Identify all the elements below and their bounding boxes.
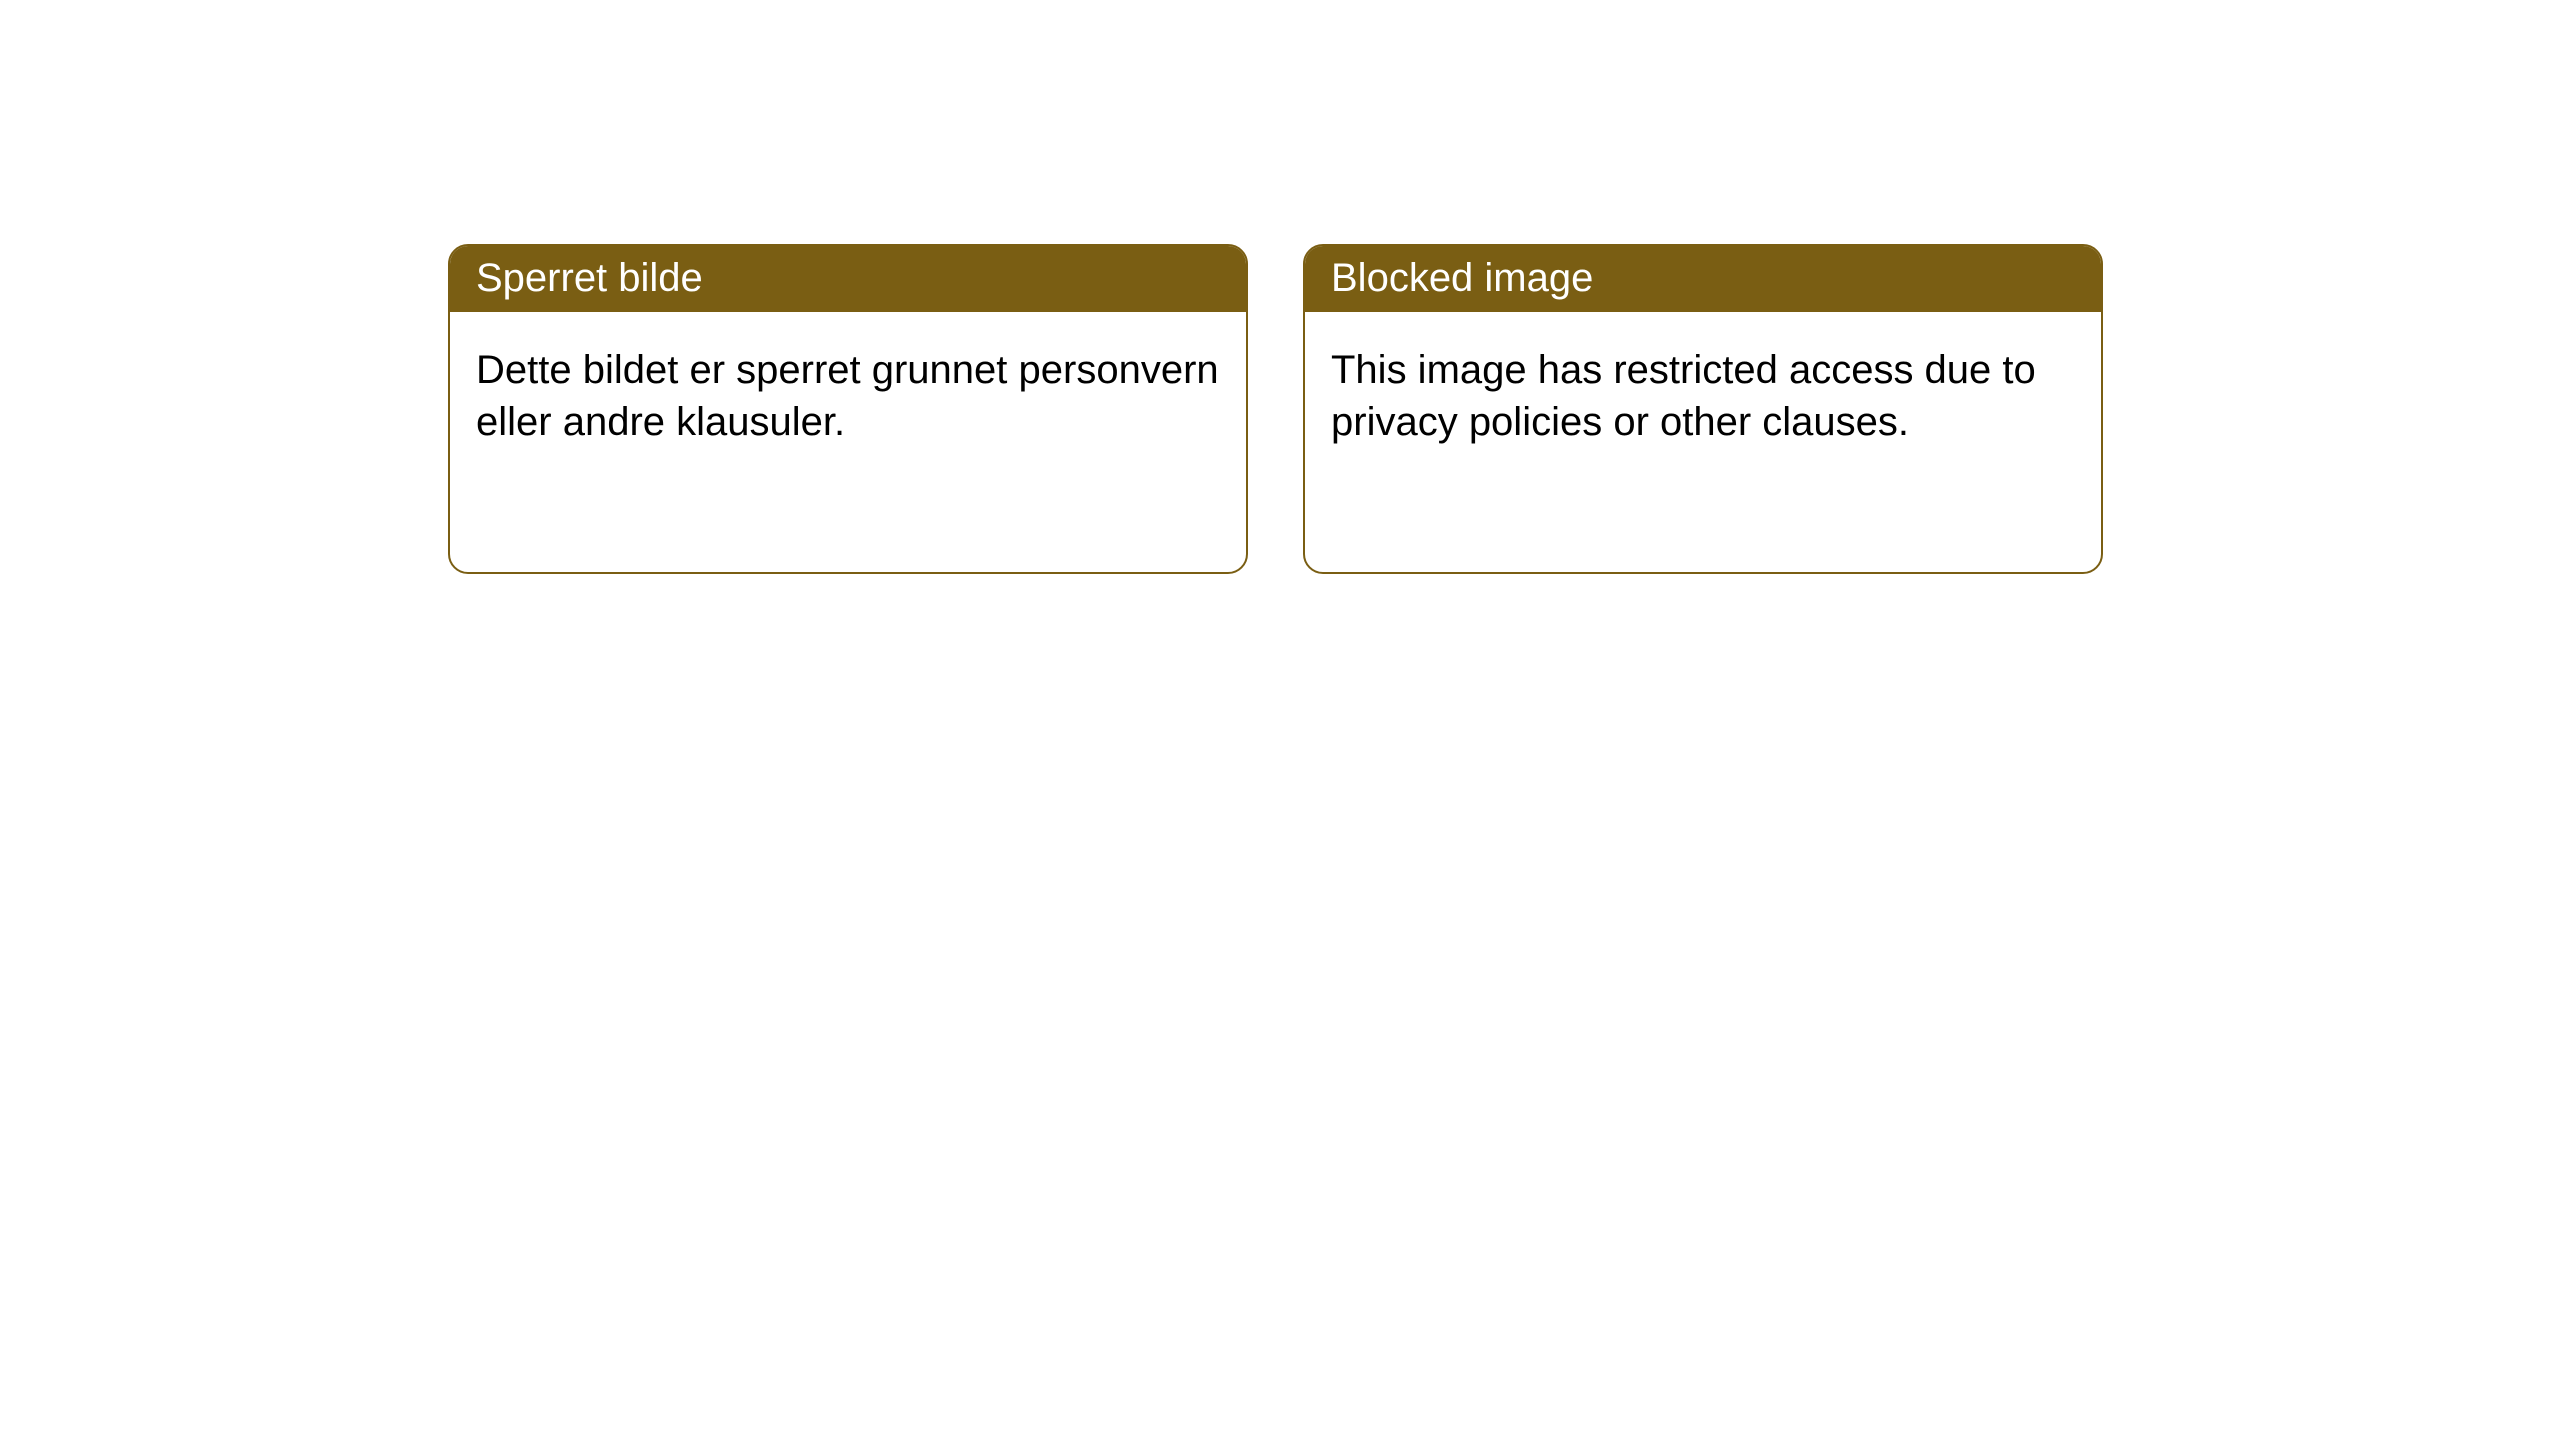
notice-title: Sperret bilde — [476, 256, 703, 300]
notice-card-english: Blocked image This image has restricted … — [1303, 244, 2103, 574]
notice-title: Blocked image — [1331, 256, 1593, 300]
notice-container: Sperret bilde Dette bildet er sperret gr… — [448, 244, 2103, 574]
notice-header: Blocked image — [1305, 246, 2101, 312]
notice-header: Sperret bilde — [450, 246, 1246, 312]
notice-body: This image has restricted access due to … — [1305, 312, 2101, 480]
notice-message: This image has restricted access due to … — [1331, 348, 2036, 444]
notice-card-norwegian: Sperret bilde Dette bildet er sperret gr… — [448, 244, 1248, 574]
notice-message: Dette bildet er sperret grunnet personve… — [476, 348, 1219, 444]
notice-body: Dette bildet er sperret grunnet personve… — [450, 312, 1246, 480]
